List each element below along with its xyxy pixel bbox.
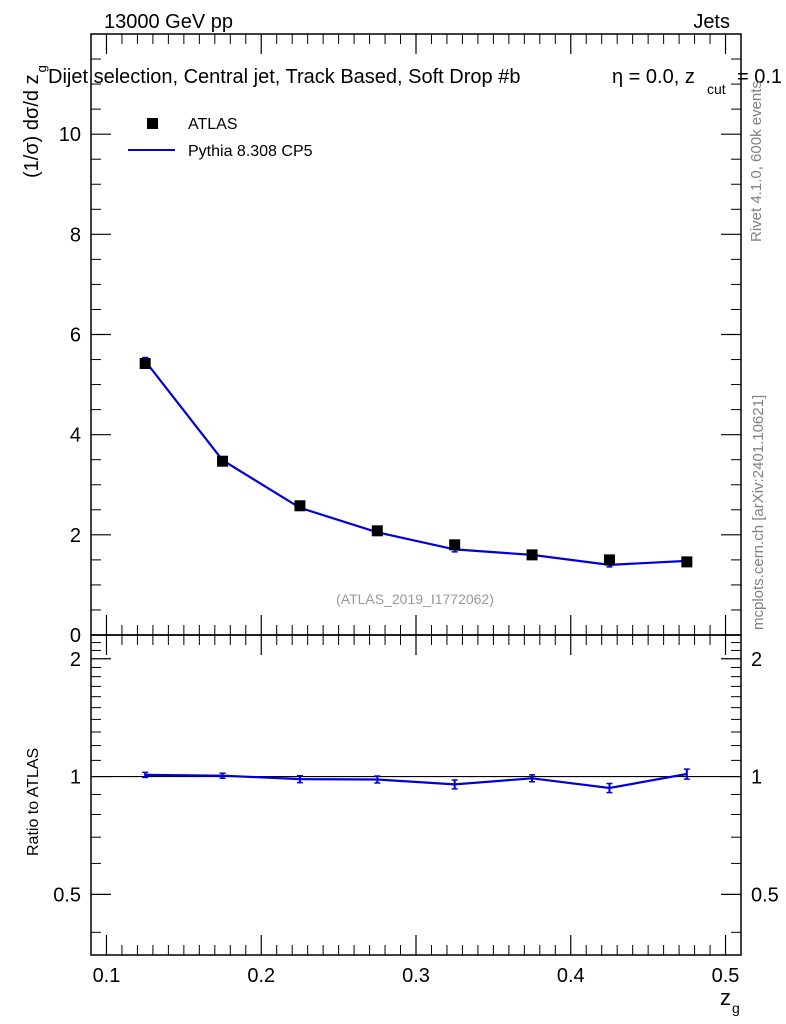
ratio-plot-marks xyxy=(91,768,741,794)
legend-atlas-marker xyxy=(147,118,158,129)
atlas-data-point xyxy=(603,554,615,566)
ylabel-sub: g xyxy=(34,65,49,72)
y-axis-label-main: (1/σ) dσ/d z g xyxy=(21,65,49,178)
ylabel-base: (1/σ) dσ/d z xyxy=(21,74,43,178)
ratio-tick-label-right: 2 xyxy=(751,649,762,671)
x-tick-label: 0.5 xyxy=(712,965,740,987)
title-main: Dijet selection, Central jet, Track Base… xyxy=(48,66,520,88)
analysis-watermark: (ATLAS_2019_I1772062) xyxy=(336,591,494,607)
atlas-data-point xyxy=(139,358,151,370)
ratio-tick-label-left: 1 xyxy=(70,767,81,789)
ratio-tick-label-left: 0.5 xyxy=(53,884,81,906)
legend-pythia-label: Pythia 8.308 CP5 xyxy=(188,143,313,160)
ratio-axis-ticks: 0.5 0.5 1 1 2 2 xyxy=(53,642,779,933)
xlabel-base: z xyxy=(720,985,731,1010)
legend-atlas-label: ATLAS xyxy=(188,116,238,133)
ratio-tick-label-right: 0.5 xyxy=(751,884,779,906)
y-axis-label-ratio: Ratio to ATLAS xyxy=(25,748,42,856)
x-tick-label: 0.2 xyxy=(247,965,275,987)
pythia-series-line xyxy=(144,360,687,567)
y-tick-label-main: 0 xyxy=(70,625,81,647)
atlas-data-point xyxy=(681,556,693,568)
atlas-data-point xyxy=(526,549,538,561)
main-plot-marks xyxy=(139,356,693,568)
x-axis-ticks: 0.1 0.2 0.3 0.4 0.5 xyxy=(90,34,742,987)
ratio-tick-label-left: 2 xyxy=(70,649,81,671)
mcplots-label: mcplots.cern.ch [arXiv:2401.10621] xyxy=(750,395,767,630)
title-eta: η = 0.0, z xyxy=(612,66,695,88)
y-tick-label-main: 8 xyxy=(70,224,81,246)
legend: ATLAS Pythia 8.308 CP5 xyxy=(128,116,313,160)
ratio-series-line xyxy=(145,772,687,790)
atlas-data-point xyxy=(449,539,461,551)
y-tick-label-main: 6 xyxy=(70,325,81,347)
header-left: 13000 GeV pp xyxy=(104,11,233,33)
x-tick-label: 0.3 xyxy=(402,965,430,987)
atlas-data-point xyxy=(294,500,306,512)
x-tick-label: 0.4 xyxy=(557,965,585,987)
y-tick-label-main: 4 xyxy=(70,425,81,447)
plot-title-cut: cut xyxy=(707,81,726,97)
header-right: Jets xyxy=(693,11,730,33)
plot-title-eta: η = 0.0, z xyxy=(612,66,695,88)
x-tick-label: 0.1 xyxy=(93,965,121,987)
atlas-data-point xyxy=(371,525,383,537)
atlas-data-point xyxy=(217,455,229,467)
plot-title-tail: = 0.1 xyxy=(737,66,782,88)
ratio-plot-frame xyxy=(90,634,742,956)
svg-text:(1/σ) dσ/d zg: (1/σ) dσ/d z g xyxy=(21,65,49,178)
ratio-tick-label-right: 1 xyxy=(751,767,762,789)
rivet-label: Rivet 4.1.0, 600k events xyxy=(748,81,765,242)
xlabel-sub: g xyxy=(732,1000,740,1016)
x-axis-label: zg xyxy=(720,985,740,1016)
y-tick-label-main: 10 xyxy=(59,124,81,146)
plot-title: Dijet selection, Central jet, Track Base… xyxy=(48,66,520,88)
y-tick-label-main: 2 xyxy=(70,525,81,547)
main-axis-ticks: 0 2 4 6 8 10 xyxy=(59,58,741,647)
